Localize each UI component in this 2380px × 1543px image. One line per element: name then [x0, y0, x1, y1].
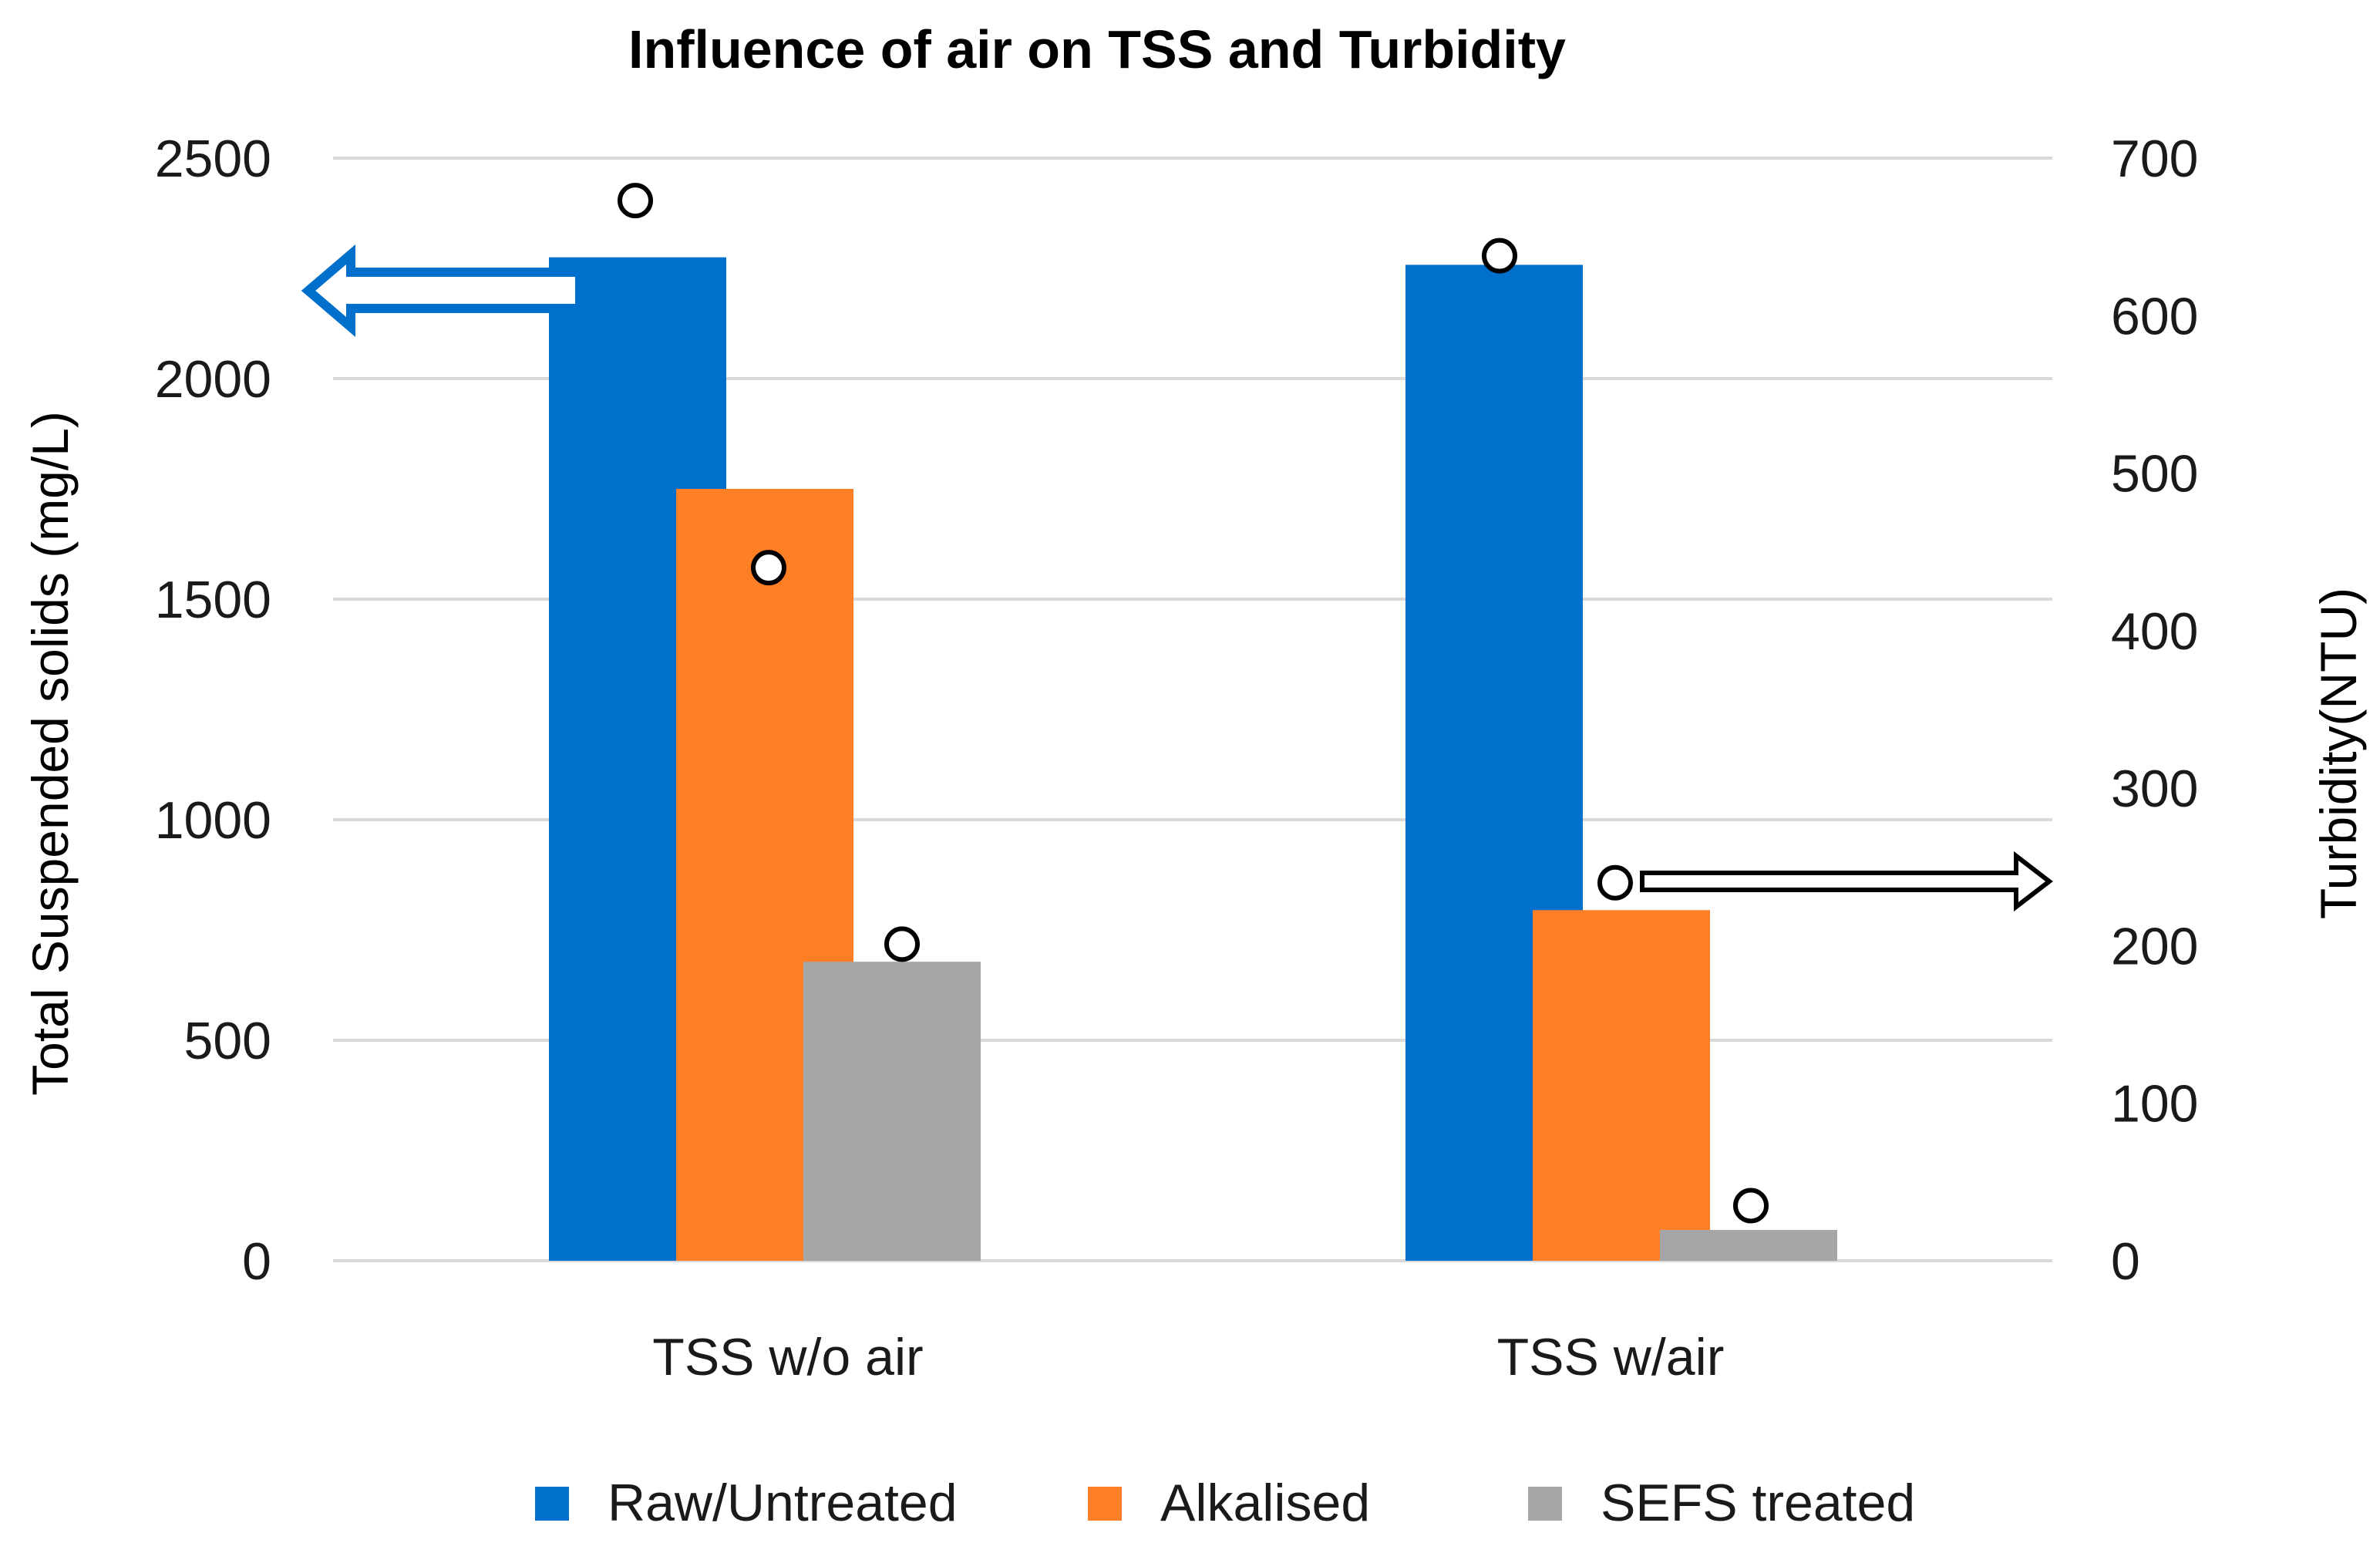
left-tick-label: 1000 [155, 791, 271, 850]
legend-label: Alkalised [1160, 1474, 1370, 1532]
left-arrow-icon [301, 244, 584, 338]
right-tick-label: 600 [2111, 287, 2198, 345]
left-axis-ticks: 0 500 1000 1500 2000 2500 [155, 130, 271, 1291]
legend-label: Raw/Untreated [608, 1474, 958, 1532]
category-label: TSS w/o air [652, 1328, 923, 1386]
turbidity-marker-alkalised-1 [1597, 864, 1633, 901]
turbidity-marker-raw-untreated-0 [618, 183, 653, 219]
right-tick-label: 400 [2111, 602, 2198, 661]
right-tick-label: 0 [2111, 1232, 2140, 1291]
legend-swatch [1528, 1487, 1562, 1521]
legend: Raw/Untreated Alkalised SEFS treated [535, 1474, 1915, 1532]
category-label: TSS w/air [1497, 1328, 1725, 1386]
right-tick-label: 100 [2111, 1075, 2198, 1134]
bar-sefs-treated-0 [803, 962, 981, 1261]
right-tick-label: 200 [2111, 917, 2198, 975]
left-tick-label: 500 [184, 1012, 271, 1070]
right-tick-label: 700 [2111, 130, 2198, 188]
right-arrow-icon [1640, 851, 2053, 912]
turbidity-marker-sefs-treated-0 [884, 926, 920, 962]
turbidity-markers [618, 183, 1769, 1224]
bar-alkalised-1 [1533, 910, 1710, 1261]
left-tick-label: 2000 [155, 350, 271, 409]
right-axis-ticks: 0 100 200 300 400 500 600 700 [2111, 130, 2198, 1291]
chart-title: Influence of air on TSS and Turbidity [628, 19, 1566, 79]
turbidity-marker-alkalised-0 [751, 550, 786, 586]
right-tick-label: 300 [2111, 760, 2198, 818]
category-labels: TSS w/o air TSS w/air [652, 1328, 1724, 1386]
legend-label: SEFS treated [1601, 1474, 1915, 1532]
left-tick-label: 2500 [155, 130, 271, 188]
left-tick-label: 0 [242, 1232, 271, 1291]
left-tick-label: 1500 [155, 571, 271, 629]
bars [549, 257, 1837, 1262]
right-tick-label: 500 [2111, 445, 2198, 504]
legend-swatch [1088, 1487, 1122, 1521]
turbidity-marker-sefs-treated-1 [1733, 1188, 1769, 1224]
left-axis-label: Total Suspended solids (mg/L) [22, 411, 79, 1096]
bar-sefs-treated-1 [1660, 1229, 1837, 1261]
legend-swatch [535, 1487, 569, 1521]
turbidity-marker-raw-untreated-1 [1482, 238, 1517, 274]
right-axis-label: Turbidity(NTU) [2310, 588, 2367, 919]
